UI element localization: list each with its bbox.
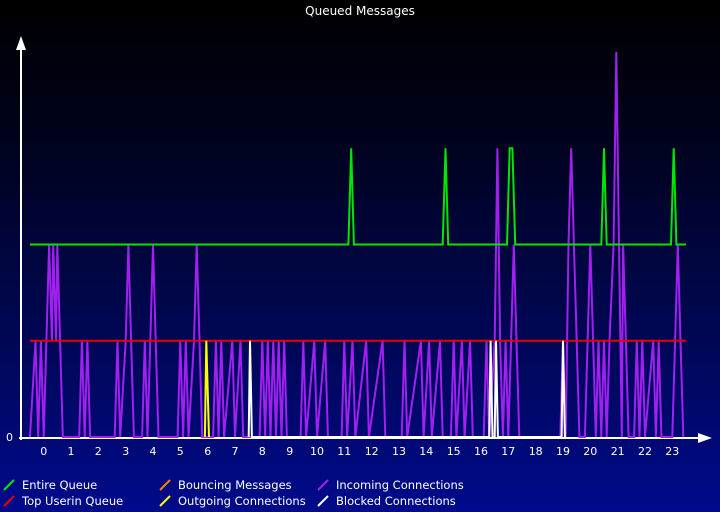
x-tick-label: 5 [177, 445, 184, 458]
x-axis-ticks: 0 1 2 3 4 5 6 7 8 9 10 11 12 13 14 15 16 17 18 19 20 21 22 23 [40, 445, 679, 458]
x-tick-label: 6 [204, 445, 211, 458]
x-tick-label: 22 [638, 445, 652, 458]
y-axis-ticks: 0 [6, 431, 13, 444]
legend-label: Entire Queue [22, 478, 97, 492]
x-tick-label: 2 [95, 445, 102, 458]
series-line-outgoing-connections [203, 340, 210, 438]
x-tick-label: 23 [665, 445, 679, 458]
x-tick-label: 18 [529, 445, 543, 458]
legend: Entire Queue Top Userin Queue Bouncing Mes… [3, 478, 464, 508]
x-axis-arrow-icon [698, 433, 712, 443]
legend-swatch [3, 495, 15, 507]
legend-label: Bouncing Messages [178, 478, 292, 492]
series-layer [29, 51, 686, 438]
legend-label: Outgoing Connections [178, 494, 306, 508]
x-tick-label: 13 [392, 445, 406, 458]
x-tick-label: 10 [310, 445, 324, 458]
y-tick-label: 0 [6, 431, 13, 444]
x-tick-label: 19 [556, 445, 570, 458]
legend-swatch [317, 479, 329, 491]
legend-swatch [159, 479, 171, 491]
x-tick-label: 8 [259, 445, 266, 458]
x-tick-label: 1 [68, 445, 75, 458]
y-axis-arrow-icon [16, 36, 26, 50]
x-tick-label: 4 [150, 445, 157, 458]
series-line-blocked-connections [247, 340, 566, 438]
x-tick-label: 16 [474, 445, 488, 458]
x-tick-label: 17 [501, 445, 515, 458]
legend-label: Incoming Connections [336, 478, 464, 492]
x-tick-label: 3 [122, 445, 129, 458]
series-line-incoming-connections [29, 51, 685, 438]
legend-swatch [3, 479, 15, 491]
x-tick-label: 12 [365, 445, 379, 458]
legend-swatch [159, 495, 171, 507]
x-tick-label: 20 [583, 445, 597, 458]
x-tick-label: 7 [232, 445, 239, 458]
x-tick-label: 15 [447, 445, 461, 458]
x-tick-label: 0 [40, 445, 47, 458]
legend-label: Blocked Connections [336, 494, 456, 508]
x-tick-label: 21 [611, 445, 625, 458]
chart-title: Queued Messages [305, 4, 415, 18]
x-tick-label: 11 [337, 445, 351, 458]
legend-label: Top Userin Queue [21, 494, 123, 508]
legend-swatch [317, 495, 329, 507]
series-line-entire-queue [30, 147, 686, 246]
x-tick-label: 14 [419, 445, 433, 458]
x-tick-label: 9 [286, 445, 293, 458]
